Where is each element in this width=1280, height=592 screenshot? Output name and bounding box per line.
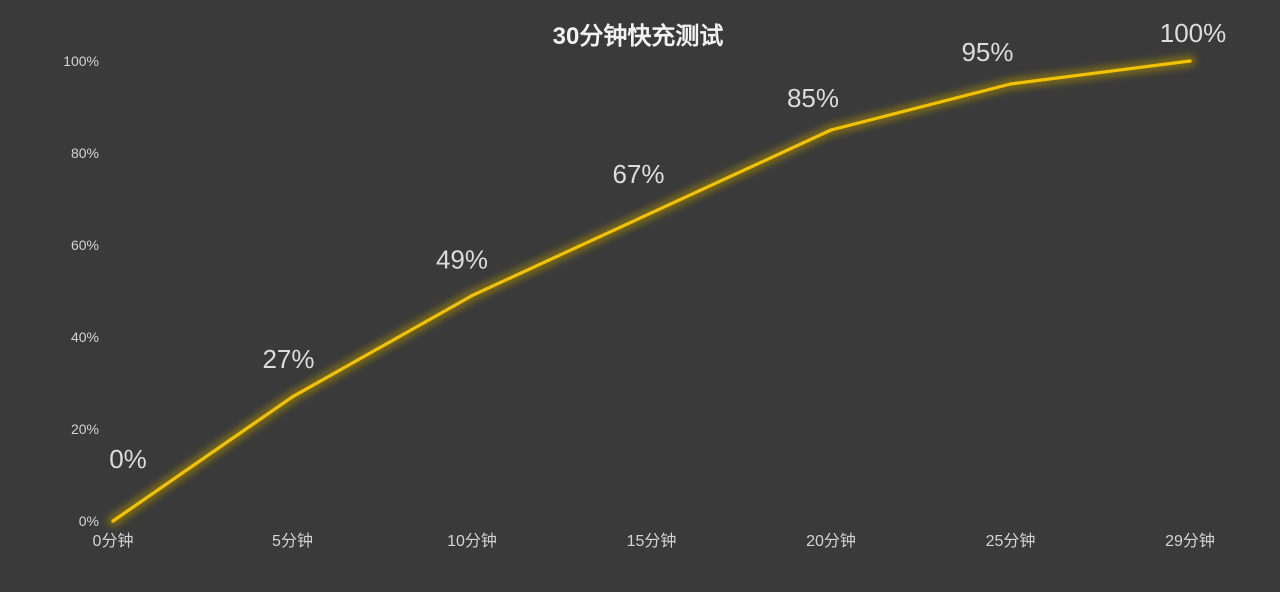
data-label: 100% [1160,18,1227,48]
data-point [290,395,295,399]
data-point [649,211,654,215]
data-point [111,519,115,523]
data-label: 67% [612,159,664,189]
data-point [470,294,474,298]
data-label: 85% [787,83,839,113]
x-tick-label: 5分钟 [272,532,313,550]
y-tick-label: 0% [79,513,99,529]
data-point [1188,59,1192,63]
data-point [829,128,833,132]
data-label: 49% [436,245,488,275]
y-tick-label: 100% [63,53,99,69]
x-tick-label: 20分钟 [806,532,856,550]
y-tick-label: 20% [71,421,99,437]
x-tick-label: 10分钟 [447,532,497,550]
chart-title: 30分钟快充测试 [553,22,724,50]
y-tick-label: 80% [71,145,99,161]
x-tick-label: 29分钟 [1165,532,1215,550]
data-label: 0% [109,444,147,474]
x-tick-label: 15分钟 [627,532,677,550]
y-tick-label: 40% [71,329,99,345]
x-tick-label: 25分钟 [986,532,1036,550]
data-label: 27% [262,344,314,374]
x-axis-tick-labels: 0分钟 5分钟 10分钟 15分钟 20分钟 25分钟 29分钟 [93,532,1215,550]
series-group [107,55,1196,527]
data-label: 95% [961,37,1013,67]
data-labels: 0% 27% 49% 67% 85% 95% 100% [109,18,1226,474]
y-tick-label: 60% [71,237,99,253]
y-axis-tick-labels: 0% 20% 40% 60% 80% 100% [63,53,99,529]
data-point [1008,82,1013,86]
x-tick-label: 0分钟 [93,532,134,550]
